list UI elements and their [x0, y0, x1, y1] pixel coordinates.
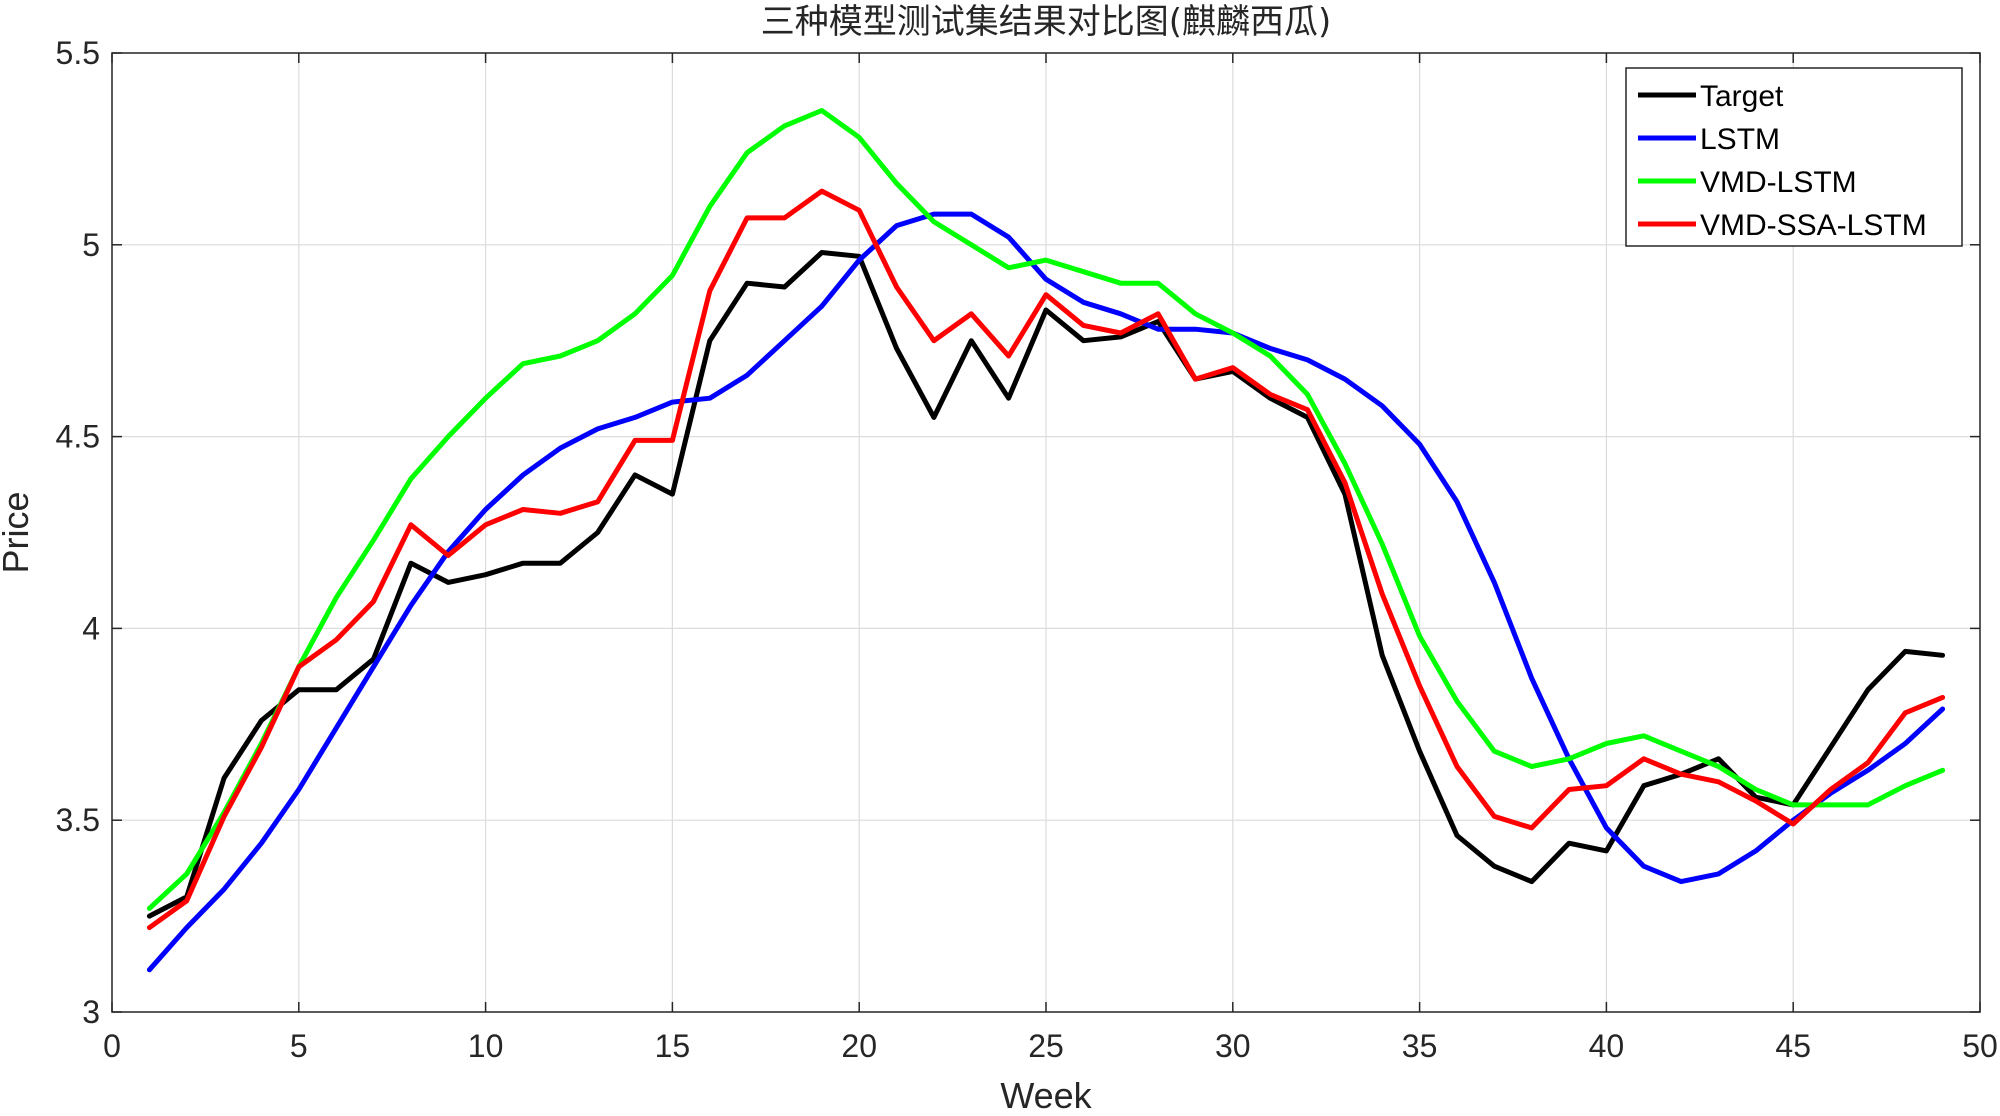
x-tick-label: 30	[1215, 1028, 1251, 1064]
y-tick-label: 3	[82, 994, 100, 1030]
y-tick-label: 4	[82, 610, 100, 646]
x-tick-label: 25	[1028, 1028, 1064, 1064]
x-tick-label: 10	[468, 1028, 504, 1064]
x-tick-label: 40	[1589, 1028, 1625, 1064]
series-line-lstm	[146, 211, 1946, 973]
legend: Target LSTM VMD-LSTM VMD-SSA-LSTM	[1625, 67, 1963, 247]
x-tick-label: 0	[103, 1028, 121, 1064]
x-tick-label: 35	[1402, 1028, 1438, 1064]
y-tick-label: 5	[82, 227, 100, 263]
axis-ticks: 0 5 10 15 20 25 30 35 40 45 50 3 3.5 4 4.5 5 5.5	[56, 35, 1998, 1064]
legend-label: Target	[1700, 80, 1784, 113]
series-line-vmd-ssa-lstm	[146, 188, 1946, 931]
legend-label: VMD-SSA-LSTM	[1700, 209, 1927, 242]
x-tick-label: 15	[655, 1028, 691, 1064]
y-tick-label: 3.5	[56, 802, 100, 838]
x-tick-label: 20	[841, 1028, 877, 1064]
series-line-target	[146, 250, 1946, 919]
y-axis-label: Price	[0, 491, 36, 573]
x-axis-label: Week	[1000, 1075, 1092, 1116]
series-lines	[146, 108, 1946, 973]
legend-label: VMD-LSTM	[1700, 166, 1857, 199]
chart-title: 三种模型测试集结果对比图(麒麟西瓜)	[761, 2, 1332, 42]
legend-label: LSTM	[1700, 123, 1780, 156]
y-tick-label: 4.5	[56, 419, 100, 455]
y-tick-label: 5.5	[56, 35, 100, 71]
legend-box	[1625, 67, 1963, 247]
x-tick-label: 45	[1775, 1028, 1811, 1064]
x-tick-label: 5	[290, 1028, 308, 1064]
x-tick-label: 50	[1962, 1028, 1998, 1064]
series-line-vmd-lstm	[146, 108, 1946, 911]
